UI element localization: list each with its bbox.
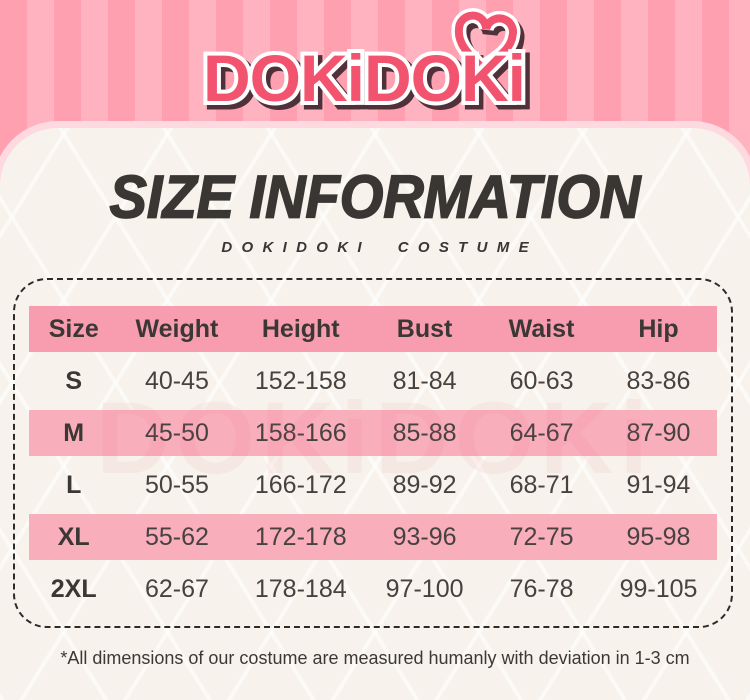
bust-value: 89-92 xyxy=(392,470,457,499)
table-row-m: M 45-50 158-166 85-88 64-67 87-90 xyxy=(29,410,717,456)
column-header-waist: Waist xyxy=(508,314,575,343)
hip-value: 95-98 xyxy=(626,522,691,551)
height-value: 152-158 xyxy=(254,366,347,395)
size-value: M xyxy=(63,418,85,447)
weight-value: 55-62 xyxy=(144,522,209,551)
hip-value: 83-86 xyxy=(626,366,691,395)
height-value: 178-184 xyxy=(254,574,347,603)
size-value: 2XL xyxy=(50,574,97,603)
table-header-row: Size Weight Height Bust Waist Hip xyxy=(29,306,717,352)
content-card: SIZE INFORMATION DOKIDOKI COSTUME Size W… xyxy=(0,128,750,700)
bust-value: 81-84 xyxy=(392,366,457,395)
waist-value: 60-63 xyxy=(509,366,574,395)
table-row-l: L 50-55 166-172 89-92 68-71 91-94 xyxy=(29,462,717,508)
waist-value: 68-71 xyxy=(509,470,574,499)
page-title: SIZE INFORMATION xyxy=(109,162,642,231)
bust-value: 85-88 xyxy=(392,418,457,447)
weight-value: 40-45 xyxy=(144,366,209,395)
column-header-size: Size xyxy=(48,314,99,343)
bust-value: 93-96 xyxy=(392,522,457,551)
measurement-footnote: *All dimensions of our costume are measu… xyxy=(60,648,690,668)
table-row-xl: XL 55-62 172-178 93-96 72-75 95-98 xyxy=(29,514,717,560)
column-header-weight: Weight xyxy=(135,314,219,343)
waist-value: 72-75 xyxy=(509,522,574,551)
column-header-bust: Bust xyxy=(396,314,453,343)
height-value: 166-172 xyxy=(254,470,347,499)
weight-value: 50-55 xyxy=(144,470,209,499)
table-row-s: S 40-45 152-158 81-84 60-63 83-86 xyxy=(29,358,717,404)
heart-icon xyxy=(451,8,525,83)
waist-value: 76-78 xyxy=(509,574,574,603)
hip-value: 91-94 xyxy=(626,470,691,499)
dokidoki-logo: DOKiDOKi DOKiDOKi xyxy=(199,8,535,124)
weight-value: 45-50 xyxy=(144,418,209,447)
size-value: S xyxy=(65,366,83,395)
hip-value: 99-105 xyxy=(619,574,698,603)
page-subtitle: DOKIDOKI COSTUME xyxy=(221,238,538,256)
size-table: Size Weight Height Bust Waist Hip S 40-4… xyxy=(13,278,733,628)
height-value: 158-166 xyxy=(254,418,347,447)
column-header-hip: Hip xyxy=(638,314,679,343)
size-value: XL xyxy=(57,522,90,551)
hip-value: 87-90 xyxy=(626,418,691,447)
waist-value: 64-67 xyxy=(509,418,574,447)
size-value: L xyxy=(66,470,82,499)
bust-value: 97-100 xyxy=(385,574,464,603)
table-row-2xl: 2XL 62-67 178-184 97-100 76-78 99-105 xyxy=(29,566,717,612)
weight-value: 62-67 xyxy=(144,574,209,603)
column-header-height: Height xyxy=(261,314,340,343)
height-value: 172-178 xyxy=(254,522,347,551)
logo-text: DOKiDOKi xyxy=(203,41,525,115)
